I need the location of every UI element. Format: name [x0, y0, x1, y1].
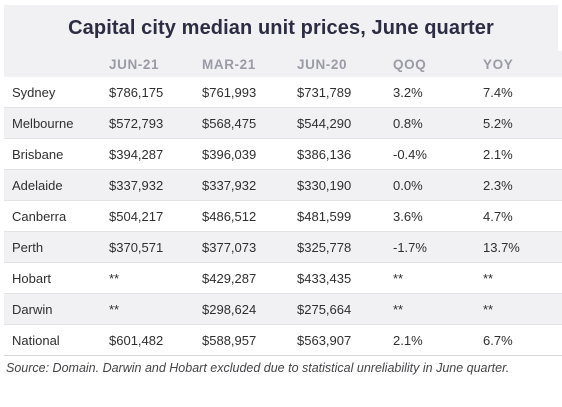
cell-mar-21: $377,073 — [202, 231, 297, 263]
cell-qoq: 3.6% — [393, 200, 483, 232]
cell-qoq: -0.4% — [393, 138, 483, 170]
cell-mar-21: $429,287 — [202, 262, 297, 294]
cell-jun-20: $544,290 — [297, 107, 393, 139]
cell-yoy: 7.4% — [483, 77, 562, 108]
cell-jun-21: ** — [109, 262, 202, 294]
cell-jun-20: $433,435 — [297, 262, 393, 294]
cell-qoq: 0.0% — [393, 169, 483, 201]
cell-jun-21: ** — [109, 293, 202, 325]
table-title: Capital city median unit prices, June qu… — [68, 16, 494, 39]
cell-yoy: 4.7% — [483, 200, 562, 232]
table-row: Brisbane $394,287 $396,039 $386,136 -0.4… — [4, 138, 562, 170]
cell-jun-21: $394,287 — [109, 138, 202, 170]
cell-city: Hobart — [4, 262, 109, 294]
cell-jun-21: $572,793 — [109, 107, 202, 139]
cell-qoq: 0.8% — [393, 107, 483, 139]
table-row: Hobart ** $429,287 $433,435 ** ** — [4, 262, 562, 294]
header-city — [4, 51, 109, 77]
header-row: JUN-21 MAR-21 JUN-20 QOQ YOY — [4, 51, 562, 77]
title-bar: Capital city median unit prices, June qu… — [4, 5, 558, 51]
cell-jun-20: $731,789 — [297, 77, 393, 108]
price-table-card: Capital city median unit prices, June qu… — [4, 5, 562, 376]
cell-mar-21: $396,039 — [202, 138, 297, 170]
cell-city: Melbourne — [4, 107, 109, 139]
header-jun-20: JUN-20 — [297, 51, 393, 77]
cell-jun-20: $275,664 — [297, 293, 393, 325]
cell-yoy: ** — [483, 262, 562, 294]
table-row: Darwin ** $298,624 $275,664 ** ** — [4, 293, 562, 325]
header-mar-21: MAR-21 — [202, 51, 297, 77]
cell-jun-20: $481,599 — [297, 200, 393, 232]
cell-jun-21: $337,932 — [109, 169, 202, 201]
cell-jun-21: $370,571 — [109, 231, 202, 263]
cell-city: Sydney — [4, 77, 109, 108]
header-jun-21: JUN-21 — [109, 51, 202, 77]
cell-qoq: ** — [393, 262, 483, 294]
cell-city: Brisbane — [4, 138, 109, 170]
cell-yoy: 5.2% — [483, 107, 562, 139]
cell-jun-21: $601,482 — [109, 324, 202, 356]
cell-mar-21: $337,932 — [202, 169, 297, 201]
cell-mar-21: $568,475 — [202, 107, 297, 139]
table-row: National $601,482 $588,957 $563,907 2.1%… — [4, 324, 562, 356]
table-row: Sydney $786,175 $761,993 $731,789 3.2% 7… — [4, 77, 562, 108]
table-row: Canberra $504,217 $486,512 $481,599 3.6%… — [4, 200, 562, 232]
header-yoy: YOY — [483, 51, 562, 77]
header-qoq: QOQ — [393, 51, 483, 77]
table-row: Adelaide $337,932 $337,932 $330,190 0.0%… — [4, 169, 562, 201]
cell-city: Canberra — [4, 200, 109, 232]
cell-yoy: 2.1% — [483, 138, 562, 170]
cell-jun-20: $563,907 — [297, 324, 393, 356]
cell-yoy: 13.7% — [483, 231, 562, 263]
cell-mar-21: $298,624 — [202, 293, 297, 325]
cell-mar-21: $588,957 — [202, 324, 297, 356]
cell-mar-21: $761,993 — [202, 77, 297, 108]
cell-jun-20: $330,190 — [297, 169, 393, 201]
source-note: Source: Domain. Darwin and Hobart exclud… — [6, 361, 510, 375]
cell-jun-20: $386,136 — [297, 138, 393, 170]
cell-yoy: ** — [483, 293, 562, 325]
cell-yoy: 6.7% — [483, 324, 562, 356]
table-row: Melbourne $572,793 $568,475 $544,290 0.8… — [4, 107, 562, 139]
cell-jun-20: $325,778 — [297, 231, 393, 263]
cell-qoq: 3.2% — [393, 77, 483, 108]
median-price-table: JUN-21 MAR-21 JUN-20 QOQ YOY Sydney $786… — [4, 51, 562, 356]
cell-city: Perth — [4, 231, 109, 263]
table-row: Perth $370,571 $377,073 $325,778 -1.7% 1… — [4, 231, 562, 263]
cell-mar-21: $486,512 — [202, 200, 297, 232]
cell-city: National — [4, 324, 109, 356]
cell-jun-21: $504,217 — [109, 200, 202, 232]
cell-qoq: 2.1% — [393, 324, 483, 356]
cell-yoy: 2.3% — [483, 169, 562, 201]
cell-jun-21: $786,175 — [109, 77, 202, 108]
cell-qoq: -1.7% — [393, 231, 483, 263]
cell-city: Adelaide — [4, 169, 109, 201]
cell-city: Darwin — [4, 293, 109, 325]
cell-qoq: ** — [393, 293, 483, 325]
